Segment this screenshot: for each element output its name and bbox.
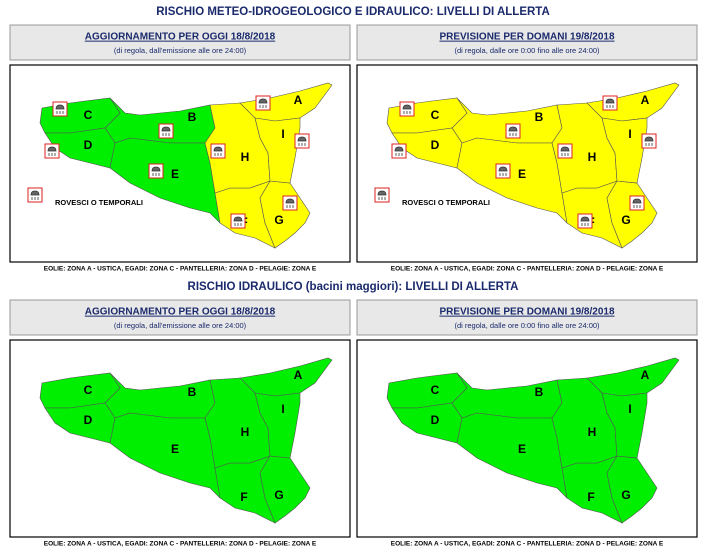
zone-label: D (431, 138, 440, 152)
zone (39, 372, 121, 409)
zone-label: B (188, 110, 197, 124)
storm-cloud (55, 104, 65, 114)
zone-label: F (587, 490, 594, 504)
panel-header: AGGIORNAMENTO PER OGGI 18/8/2018 (85, 307, 276, 318)
zone-label: D (431, 413, 440, 427)
panel-header: PREVISIONE PER DOMANI 19/8/2018 (439, 32, 615, 43)
storm-cloud (213, 146, 223, 156)
panel-footer: EOLIE: ZONA A - USTICA, EGADI: ZONA C - … (44, 266, 317, 273)
section-title: RISCHIO METEO-IDROGEOLOGICO E IDRAULICO:… (156, 6, 550, 18)
map: A B C D E F G H I (386, 357, 680, 524)
legend-text: ROVESCI O TEMPORALI (55, 198, 143, 207)
zone-label: A (294, 368, 303, 382)
storm-cloud (560, 146, 570, 156)
panel-header-box (9, 299, 351, 336)
map: ABCDEFGHIROVESCI O TEMPORALI (27, 82, 333, 249)
storm-cloud (580, 216, 590, 226)
storm-cloud (297, 136, 307, 146)
zone (601, 392, 648, 459)
legend-text: ROVESCI O TEMPORALI (402, 198, 490, 207)
zone (601, 117, 648, 184)
zone-label: I (628, 127, 631, 141)
storm-cloud (161, 126, 171, 136)
storm-cloud (394, 146, 404, 156)
storm-cloud (258, 98, 268, 108)
zone-label: H (241, 425, 250, 439)
panel-header: PREVISIONE PER DOMANI 19/8/2018 (439, 307, 615, 318)
zone-label: A (641, 93, 650, 107)
zone (386, 372, 468, 409)
storm-cloud (498, 166, 508, 176)
zone-label: B (535, 110, 544, 124)
panel-footer: EOLIE: ZONA A - USTICA, EGADI: ZONA C - … (391, 266, 664, 273)
panel-subheader: (di regola, dall'emissione alle ore 24:0… (114, 46, 247, 55)
zone-label: G (621, 488, 630, 502)
zone-label: E (171, 442, 179, 456)
panel-subheader: (di regola, dalle ore 0:00 fino alle ore… (454, 321, 600, 330)
section-title: RISCHIO IDRAULICO (bacini maggiori): LIV… (188, 281, 519, 293)
zone-label: D (84, 138, 93, 152)
storm-cloud (402, 104, 412, 114)
zone-label: A (294, 93, 303, 107)
panel-footer: EOLIE: ZONA A - USTICA, EGADI: ZONA C - … (391, 541, 664, 548)
storm-cloud (632, 198, 642, 208)
zone-label: G (274, 488, 283, 502)
zone (259, 455, 311, 524)
zone-label: I (628, 402, 631, 416)
map: A B C D E F G H I (39, 357, 333, 524)
zone-label: D (84, 413, 93, 427)
zone-label: C (431, 383, 440, 397)
zone-label: C (84, 383, 93, 397)
zone-label: F (240, 490, 247, 504)
zone-label: E (171, 167, 179, 181)
panel-header-box (356, 299, 698, 336)
panel-subheader: (di regola, dall'emissione alle ore 24:0… (114, 321, 247, 330)
zone-label: B (535, 385, 544, 399)
storm-cloud (377, 190, 387, 200)
panel-header-box (356, 24, 698, 61)
zone-label: G (274, 213, 283, 227)
storm-cloud (605, 98, 615, 108)
zone-label: C (84, 108, 93, 122)
storm-cloud (508, 126, 518, 136)
zone-label: E (518, 442, 526, 456)
storm-cloud (233, 216, 243, 226)
zone (606, 455, 658, 524)
zone-label: H (588, 425, 597, 439)
zone-label: C (431, 108, 440, 122)
zone-label: E (518, 167, 526, 181)
storm-cloud (30, 190, 40, 200)
storm-cloud (47, 146, 57, 156)
zone-label: G (621, 213, 630, 227)
zone (254, 117, 301, 184)
panel-header-box (9, 24, 351, 61)
storm-cloud (644, 136, 654, 146)
panel-header: AGGIORNAMENTO PER OGGI 18/8/2018 (85, 32, 276, 43)
map: ABCDEFGHIROVESCI O TEMPORALI (374, 82, 680, 249)
zone (254, 392, 301, 459)
zone-label: I (281, 402, 284, 416)
zone-label: A (641, 368, 650, 382)
storm-cloud (285, 198, 295, 208)
storm-cloud (151, 166, 161, 176)
zone-label: I (281, 127, 284, 141)
zone-label: H (241, 150, 250, 164)
panel-subheader: (di regola, dalle ore 0:00 fino alle ore… (454, 46, 600, 55)
zone-label: B (188, 385, 197, 399)
zone-label: H (588, 150, 597, 164)
panel-footer: EOLIE: ZONA A - USTICA, EGADI: ZONA C - … (44, 541, 317, 548)
